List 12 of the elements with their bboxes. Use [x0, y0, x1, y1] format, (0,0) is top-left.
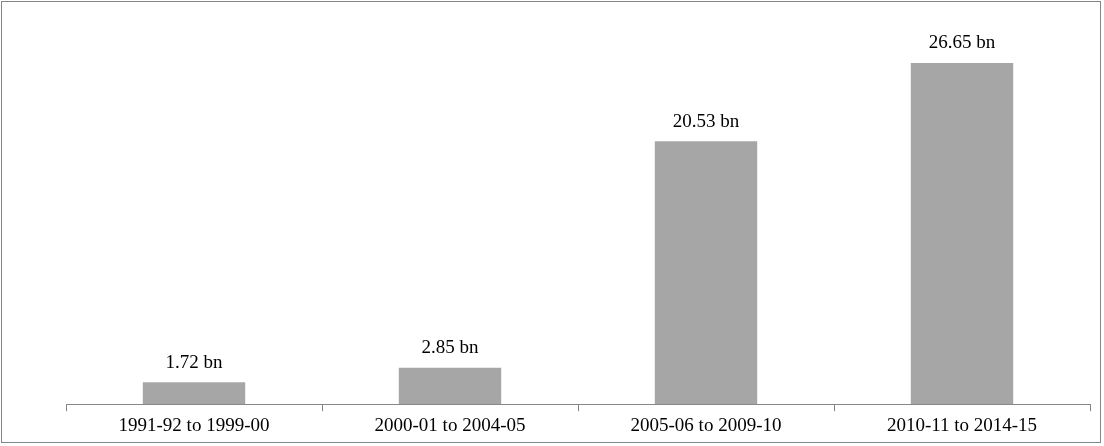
bar — [398, 367, 502, 405]
bar — [142, 382, 246, 405]
data-label: 1.72 bn — [165, 350, 223, 372]
x-tick-label: 1991-92 to 1999-00 — [118, 413, 270, 435]
data-label: 20.53 bn — [672, 109, 740, 131]
bar — [910, 62, 1014, 405]
x-tick-label: 2000-01 to 2004-05 — [374, 413, 526, 435]
bar — [654, 141, 758, 405]
x-tick-label: 2005-06 to 2009-10 — [630, 413, 782, 435]
data-label: 2.85 bn — [421, 336, 479, 358]
x-tick-label: 2010-11 to 2014-15 — [886, 413, 1038, 435]
data-label: 26.65 bn — [928, 31, 996, 53]
